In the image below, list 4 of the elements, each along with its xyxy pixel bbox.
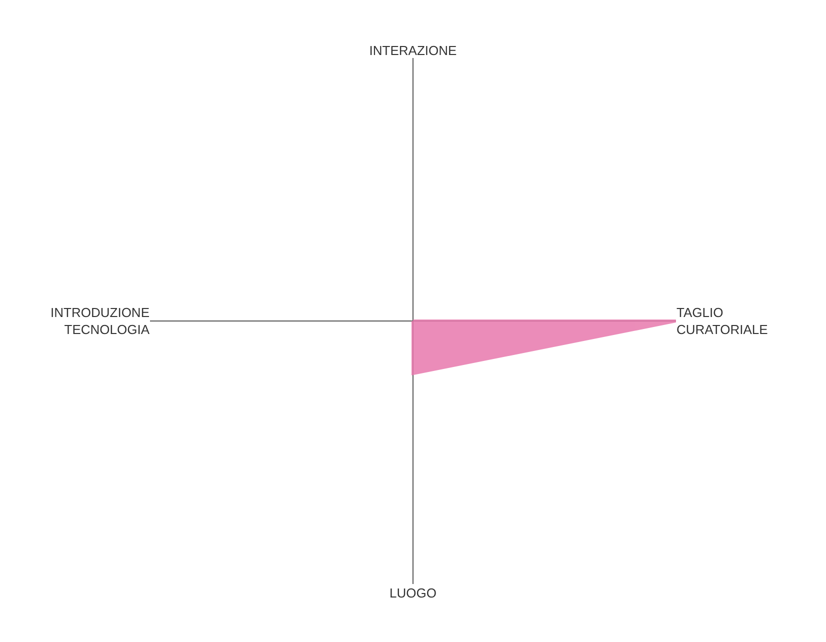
spoke-label: TAGLIO CURATORIALE xyxy=(676,305,768,337)
spoke-label: LUOGO xyxy=(390,586,436,600)
spoke-label: INTERAZIONE xyxy=(369,42,458,58)
spoke-label: INTRODUZIONE TECNOLOGIA xyxy=(50,305,150,337)
